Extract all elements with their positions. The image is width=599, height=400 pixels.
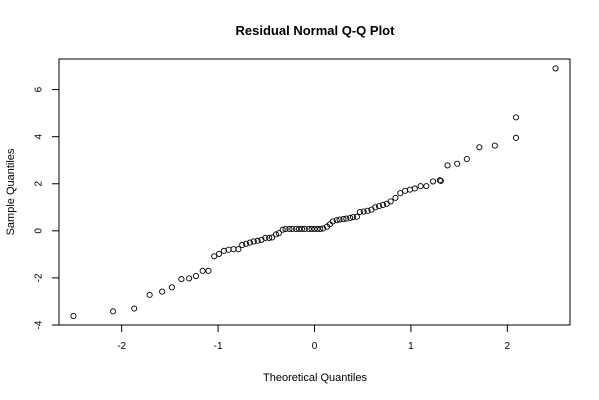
data-point [301, 225, 308, 233]
data-point [376, 203, 383, 210]
data-point [417, 183, 424, 190]
data-point [392, 194, 399, 201]
data-point [437, 177, 444, 184]
data-point [242, 240, 250, 247]
data-point [454, 160, 461, 167]
data-point [311, 225, 318, 233]
data-point [109, 308, 117, 315]
data-point [254, 237, 261, 244]
data-point [329, 218, 336, 225]
data-point [215, 250, 223, 257]
data-point [235, 246, 242, 253]
chart-title: Residual Normal Q-Q Plot [236, 23, 396, 38]
data-point [186, 275, 193, 282]
data-point [275, 230, 282, 237]
data-point [423, 183, 430, 190]
y-axis: -4 -2 0 2 4 6 [34, 86, 60, 329]
y-tick-label: 2 [34, 181, 45, 187]
data-point [343, 215, 350, 222]
data-point [364, 207, 371, 214]
data-point [70, 313, 77, 320]
data-point [353, 213, 360, 220]
data-point [239, 241, 246, 249]
data-point [298, 225, 306, 233]
y-tick-label: 4 [34, 133, 45, 139]
data-point [444, 162, 451, 169]
data-point [192, 272, 199, 280]
data-point [269, 234, 276, 241]
data-point [436, 177, 443, 184]
data-point [159, 288, 166, 295]
x-tick-label: 2 [505, 341, 511, 352]
x-axis-label: Theoretical Quantiles [263, 372, 367, 384]
data-point [308, 225, 315, 233]
data-point [266, 234, 273, 241]
data-point [205, 267, 212, 274]
data-point [340, 216, 347, 223]
data-point [220, 247, 227, 254]
data-point [296, 225, 303, 233]
x-tick-label: -1 [214, 341, 223, 352]
data-point [146, 291, 153, 298]
data-point [347, 214, 354, 221]
data-point [211, 253, 218, 260]
y-axis-label: Sample Quantiles [5, 148, 17, 235]
x-axis: -2 -1 0 1 2 [117, 324, 511, 352]
plot-frame [58, 58, 571, 326]
data-point [333, 217, 340, 224]
data-point [476, 144, 483, 151]
data-point [286, 225, 293, 233]
data-point [168, 284, 175, 291]
data-point [411, 185, 418, 192]
data-point [289, 225, 296, 233]
data-points [70, 65, 559, 320]
data-point [430, 178, 437, 185]
data-point [293, 225, 300, 233]
y-tick-label: 0 [34, 228, 45, 234]
data-point [314, 225, 321, 233]
data-point [360, 208, 367, 215]
y-tick-label: 6 [34, 86, 45, 92]
data-point [279, 226, 286, 233]
data-point [552, 65, 559, 72]
y-tick-label: -2 [34, 273, 45, 282]
data-point [463, 155, 470, 163]
data-point [387, 198, 394, 205]
data-point [282, 225, 289, 233]
data-point [131, 305, 138, 312]
data-point [336, 216, 343, 223]
data-point [372, 204, 379, 211]
data-point [272, 231, 279, 238]
data-point [406, 186, 414, 193]
data-point [379, 201, 387, 208]
data-point [199, 267, 206, 274]
data-point [397, 190, 404, 197]
data-point [250, 238, 257, 245]
data-point [512, 114, 520, 121]
data-point [262, 234, 269, 241]
x-tick-label: 0 [312, 341, 318, 352]
x-tick-label: -2 [117, 341, 126, 352]
data-point [491, 142, 498, 149]
data-point [178, 276, 185, 283]
data-point [305, 225, 312, 233]
data-point [317, 225, 324, 233]
data-point [350, 214, 357, 221]
data-point [246, 239, 253, 246]
data-point [512, 134, 520, 141]
y-tick-label: -4 [34, 320, 45, 329]
x-tick-label: 1 [408, 341, 414, 352]
data-point [402, 187, 409, 194]
data-point [356, 208, 363, 216]
